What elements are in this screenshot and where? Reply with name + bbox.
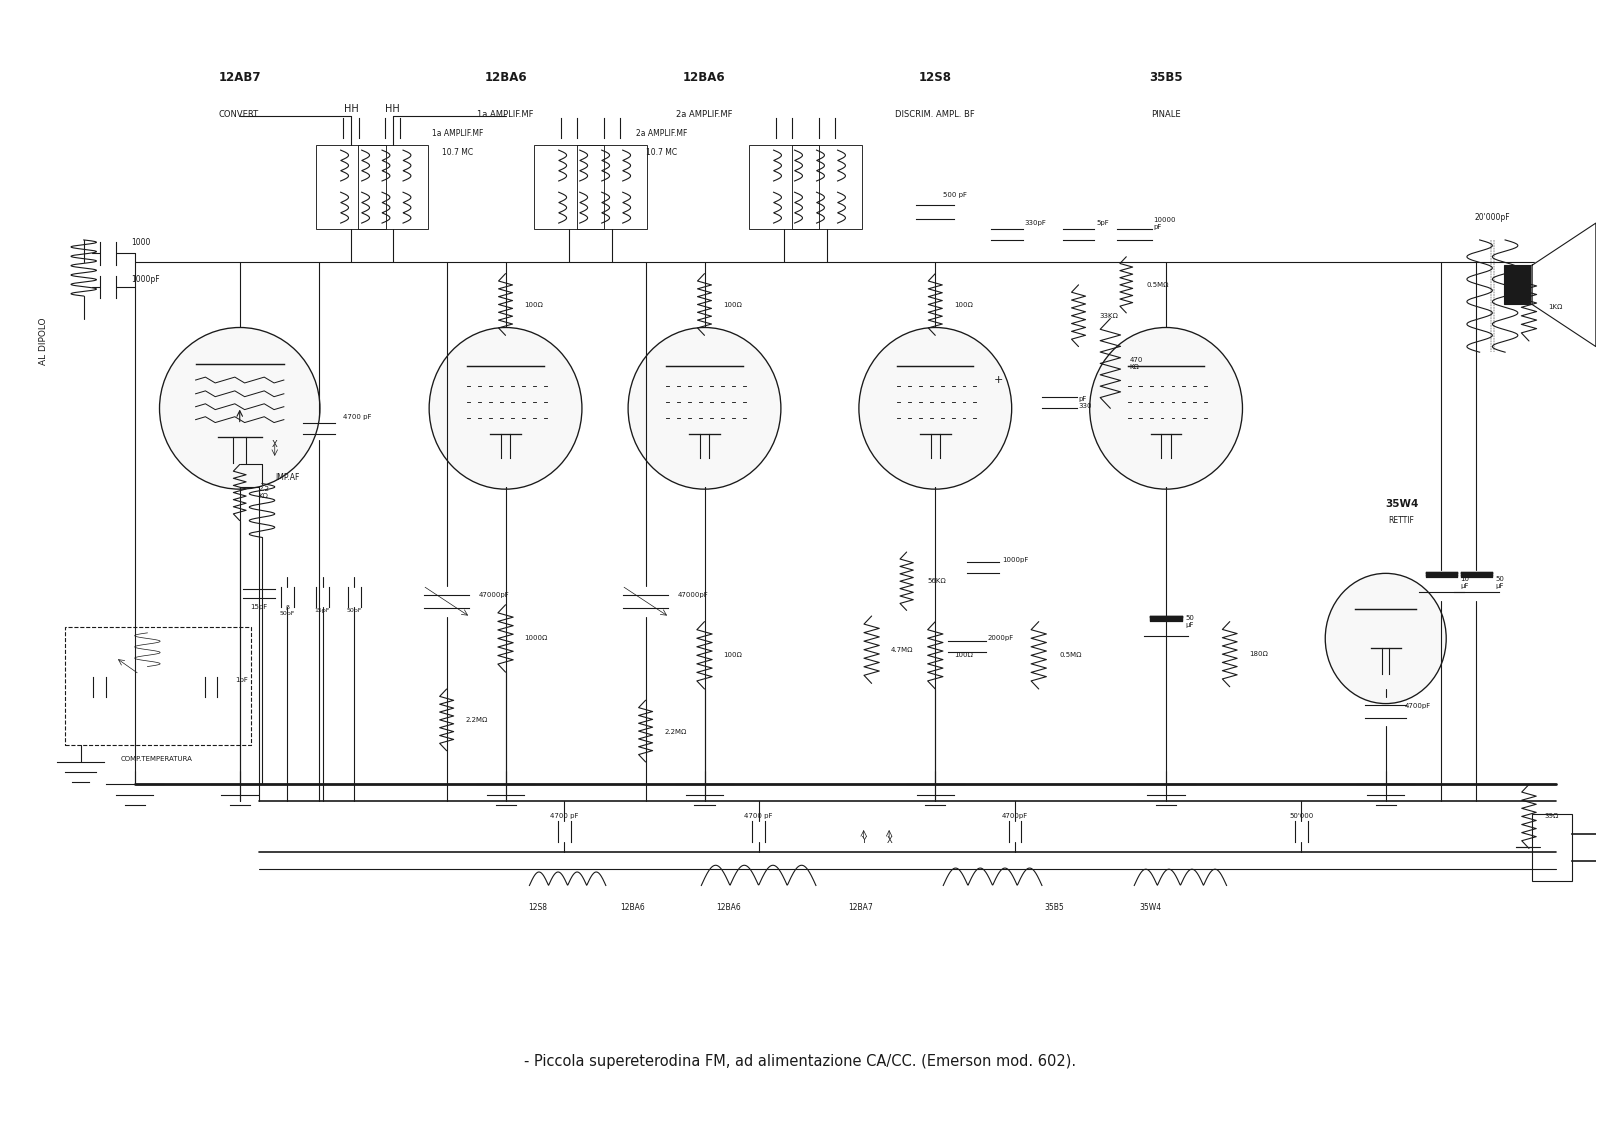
Bar	[317, 145, 386, 228]
Text: 0.5MΩ: 0.5MΩ	[1059, 653, 1082, 658]
Text: 10.7 MC: 10.7 MC	[442, 148, 474, 157]
Text: 100Ω: 100Ω	[954, 302, 973, 308]
Ellipse shape	[160, 328, 320, 490]
Text: 12BA6: 12BA6	[485, 70, 526, 84]
Bar	[534, 145, 605, 228]
Ellipse shape	[1090, 328, 1243, 490]
Text: 2.2
KΩ: 2.2 KΩ	[259, 486, 270, 499]
Text: HH: HH	[344, 104, 358, 113]
Text: - Piccola supereterodina FM, ad alimentazione CA/CC. (Emerson mod. 602).: - Piccola supereterodina FM, ad alimenta…	[523, 1054, 1077, 1069]
Text: 47000pF: 47000pF	[478, 592, 509, 597]
Text: 10
µF: 10 µF	[1461, 576, 1469, 589]
Text: IMP.AF: IMP.AF	[275, 474, 299, 483]
Text: CONVERT.: CONVERT.	[219, 110, 261, 119]
Bar	[749, 145, 819, 228]
Text: 12BA6: 12BA6	[621, 904, 645, 913]
Text: 12AB7: 12AB7	[219, 70, 261, 84]
Text: 1a AMPLIF.MF: 1a AMPLIF.MF	[432, 129, 483, 138]
Text: 10.7 MC: 10.7 MC	[646, 148, 677, 157]
Text: HH: HH	[386, 104, 400, 113]
Text: 1000pF: 1000pF	[1002, 556, 1029, 563]
Bar	[64, 628, 251, 745]
Text: 10000
pF: 10000 pF	[1154, 217, 1176, 230]
Text: COMP.TEMPERATURA: COMP.TEMPERATURA	[122, 756, 194, 761]
Text: 35W4: 35W4	[1386, 499, 1418, 509]
Text: X: X	[272, 440, 278, 449]
Text: PINALE: PINALE	[1152, 110, 1181, 119]
Text: RETTIF: RETTIF	[1389, 516, 1414, 525]
Text: 47000pF: 47000pF	[677, 592, 709, 597]
Text: 4700 pF: 4700 pF	[744, 813, 773, 819]
Text: DISCRIM. AMPL. BF: DISCRIM. AMPL. BF	[896, 110, 974, 119]
Text: Y: Y	[861, 836, 866, 845]
Text: 56KΩ: 56KΩ	[928, 578, 946, 585]
Text: 330pF: 330pF	[1024, 221, 1046, 226]
Text: 2.2MΩ: 2.2MΩ	[466, 717, 488, 724]
Text: pF
330: pF 330	[1078, 396, 1093, 409]
Text: 20'000pF: 20'000pF	[1475, 213, 1510, 222]
Text: 100Ω: 100Ω	[723, 653, 742, 658]
Text: 180Ω: 180Ω	[1250, 651, 1267, 657]
Text: 500 pF: 500 pF	[944, 192, 968, 198]
Text: 1pF: 1pF	[235, 677, 248, 683]
Text: 12BA6: 12BA6	[683, 70, 726, 84]
Bar	[357, 145, 427, 228]
Text: 4700pF: 4700pF	[1405, 702, 1430, 709]
Ellipse shape	[629, 328, 781, 490]
Text: 1000pF: 1000pF	[131, 275, 160, 284]
Text: +: +	[994, 375, 1003, 386]
Text: 50'000: 50'000	[1290, 813, 1314, 819]
Text: 4700 pF: 4700 pF	[342, 414, 371, 421]
Ellipse shape	[1325, 573, 1446, 703]
Text: 35B5: 35B5	[1149, 70, 1182, 84]
Text: X: X	[886, 836, 893, 845]
Bar	[1533, 813, 1571, 881]
Text: 0.5MΩ: 0.5MΩ	[1147, 282, 1170, 287]
Text: 2a AMPLIF.MF: 2a AMPLIF.MF	[635, 129, 688, 138]
Text: 2000pF: 2000pF	[987, 636, 1014, 641]
Text: 50
µF: 50 µF	[1186, 615, 1194, 628]
Polygon shape	[1533, 223, 1595, 346]
Ellipse shape	[429, 328, 582, 490]
Text: 35W4: 35W4	[1139, 904, 1162, 913]
Text: 4700 pF: 4700 pF	[550, 813, 579, 819]
Text: 1000: 1000	[131, 238, 150, 247]
Text: 2.2MΩ: 2.2MΩ	[664, 728, 686, 735]
Text: 4700pF: 4700pF	[1002, 813, 1027, 819]
Text: 39Ω: 39Ω	[1546, 813, 1560, 819]
Text: 470
KΩ: 470 KΩ	[1130, 357, 1142, 370]
Bar	[792, 145, 862, 228]
Text: 33KΩ: 33KΩ	[1099, 313, 1118, 319]
Text: AL DIPOLO: AL DIPOLO	[40, 317, 48, 364]
Text: 1a AMPLIF.MF: 1a AMPLIF.MF	[477, 110, 534, 119]
Text: 5pF: 5pF	[1096, 221, 1109, 226]
Ellipse shape	[859, 328, 1011, 490]
Text: 12BA7: 12BA7	[848, 904, 874, 913]
Text: 2a AMPLIF.MF: 2a AMPLIF.MF	[677, 110, 733, 119]
Bar	[578, 145, 646, 228]
Text: 50
µF: 50 µF	[1496, 576, 1504, 589]
Text: β
50pF: β 50pF	[280, 605, 294, 615]
Text: 100Ω: 100Ω	[723, 302, 742, 308]
Text: 4.7MΩ: 4.7MΩ	[891, 647, 914, 653]
Text: 100Ω: 100Ω	[954, 653, 973, 658]
Text: 15pF: 15pF	[250, 604, 267, 610]
Text: 12BA6: 12BA6	[717, 904, 741, 913]
Text: 12S8: 12S8	[528, 904, 547, 913]
Text: 15pF: 15pF	[315, 607, 330, 613]
Text: 35B5: 35B5	[1045, 904, 1064, 913]
Bar	[1504, 265, 1533, 304]
Text: 100Ω: 100Ω	[525, 302, 544, 308]
Text: 1KΩ: 1KΩ	[1549, 304, 1563, 310]
Text: 12S8: 12S8	[918, 70, 952, 84]
Text: 50pF: 50pF	[347, 607, 362, 613]
Text: 1000Ω: 1000Ω	[525, 636, 549, 641]
